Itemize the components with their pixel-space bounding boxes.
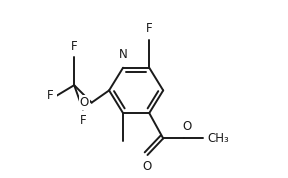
Text: CH₃: CH₃: [208, 132, 230, 145]
Text: O: O: [80, 96, 89, 109]
Text: F: F: [71, 40, 77, 53]
Text: F: F: [47, 89, 53, 102]
Text: O: O: [143, 160, 152, 173]
Text: O: O: [182, 120, 192, 133]
Text: F: F: [79, 114, 86, 127]
Text: F: F: [146, 22, 153, 35]
Text: N: N: [119, 48, 127, 61]
